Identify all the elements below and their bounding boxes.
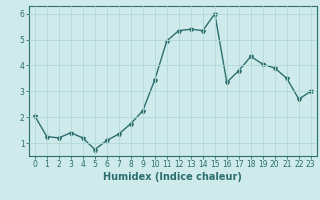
X-axis label: Humidex (Indice chaleur): Humidex (Indice chaleur) — [103, 172, 242, 182]
